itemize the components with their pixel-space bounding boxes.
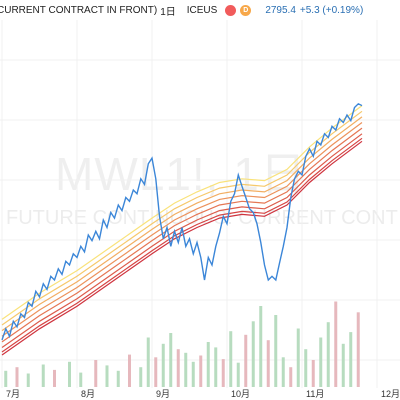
moving-average-line (1, 140, 363, 356)
symbol-title: CURRENT CONTRACT IN FRONT) (0, 4, 158, 16)
x-tick-label: 12月 (381, 389, 400, 399)
x-tick-label: 10月 (231, 389, 250, 399)
volume-bar (161, 343, 165, 387)
chart-header: CURRENT CONTRACT IN FRONT) 1日 ICEUS D 27… (0, 0, 400, 20)
volume-bar (169, 333, 173, 387)
volume-bar (26, 373, 30, 387)
moving-average-line (1, 127, 363, 343)
volume-bar (229, 331, 233, 387)
volume-bar (206, 342, 210, 387)
x-tick-label: 8月 (81, 389, 95, 399)
price-line (1, 102, 363, 341)
x-tick-label: 7月 (6, 389, 20, 399)
volume-bar (154, 357, 158, 387)
alert-badge[interactable] (225, 4, 237, 16)
volume-bar (319, 337, 323, 387)
volume-bar (146, 337, 150, 387)
volume-bar (139, 367, 143, 387)
volume-bar (259, 306, 263, 387)
moving-average-line (1, 133, 363, 348)
volume-bar (184, 352, 188, 387)
volume-bar (281, 357, 285, 387)
volume-bar (41, 364, 45, 387)
volume-bar (128, 354, 131, 387)
volume-bar (326, 322, 330, 387)
volume-bar (304, 349, 308, 387)
volume-bar (244, 334, 248, 387)
volume-bar (4, 370, 8, 387)
volume-bar (274, 315, 278, 387)
volume-bar (199, 355, 203, 387)
volume-bar (191, 361, 195, 387)
last-price: 2795.4 (265, 4, 296, 16)
price-change: +5.3 (+0.19%) (299, 4, 364, 16)
volume-bar (236, 362, 240, 387)
volume-bar (94, 360, 98, 387)
interval-label[interactable]: 1日 (160, 6, 176, 18)
volume-bar (116, 370, 120, 387)
volume-bar (341, 343, 345, 387)
moving-average-line (1, 116, 363, 332)
volume-bar (311, 360, 315, 387)
volume-bar (221, 359, 225, 387)
volume-bar (176, 349, 180, 387)
volume-bar (266, 340, 270, 387)
volume-bar (296, 328, 300, 387)
moving-average-line (1, 110, 363, 326)
volume-bar (214, 347, 218, 387)
volume-bar (251, 321, 255, 387)
volume-bar (334, 301, 338, 387)
volume-bar (105, 365, 109, 387)
moving-average-line (1, 137, 363, 353)
x-tick-label: 11月 (306, 389, 324, 399)
exchange-label: ICEUS (186, 4, 218, 16)
x-tick-label: 9月 (156, 389, 170, 399)
volume-bar (68, 361, 71, 387)
delayed-badge[interactable]: D (240, 4, 252, 16)
volume-bar (356, 312, 360, 387)
volume-bar (349, 332, 353, 387)
volume-bar (15, 367, 19, 387)
moving-average-line (1, 122, 363, 337)
volume-bar (79, 372, 83, 387)
volume-bar (289, 367, 293, 387)
volume-bar (53, 369, 56, 387)
moving-average-line (1, 105, 363, 320)
